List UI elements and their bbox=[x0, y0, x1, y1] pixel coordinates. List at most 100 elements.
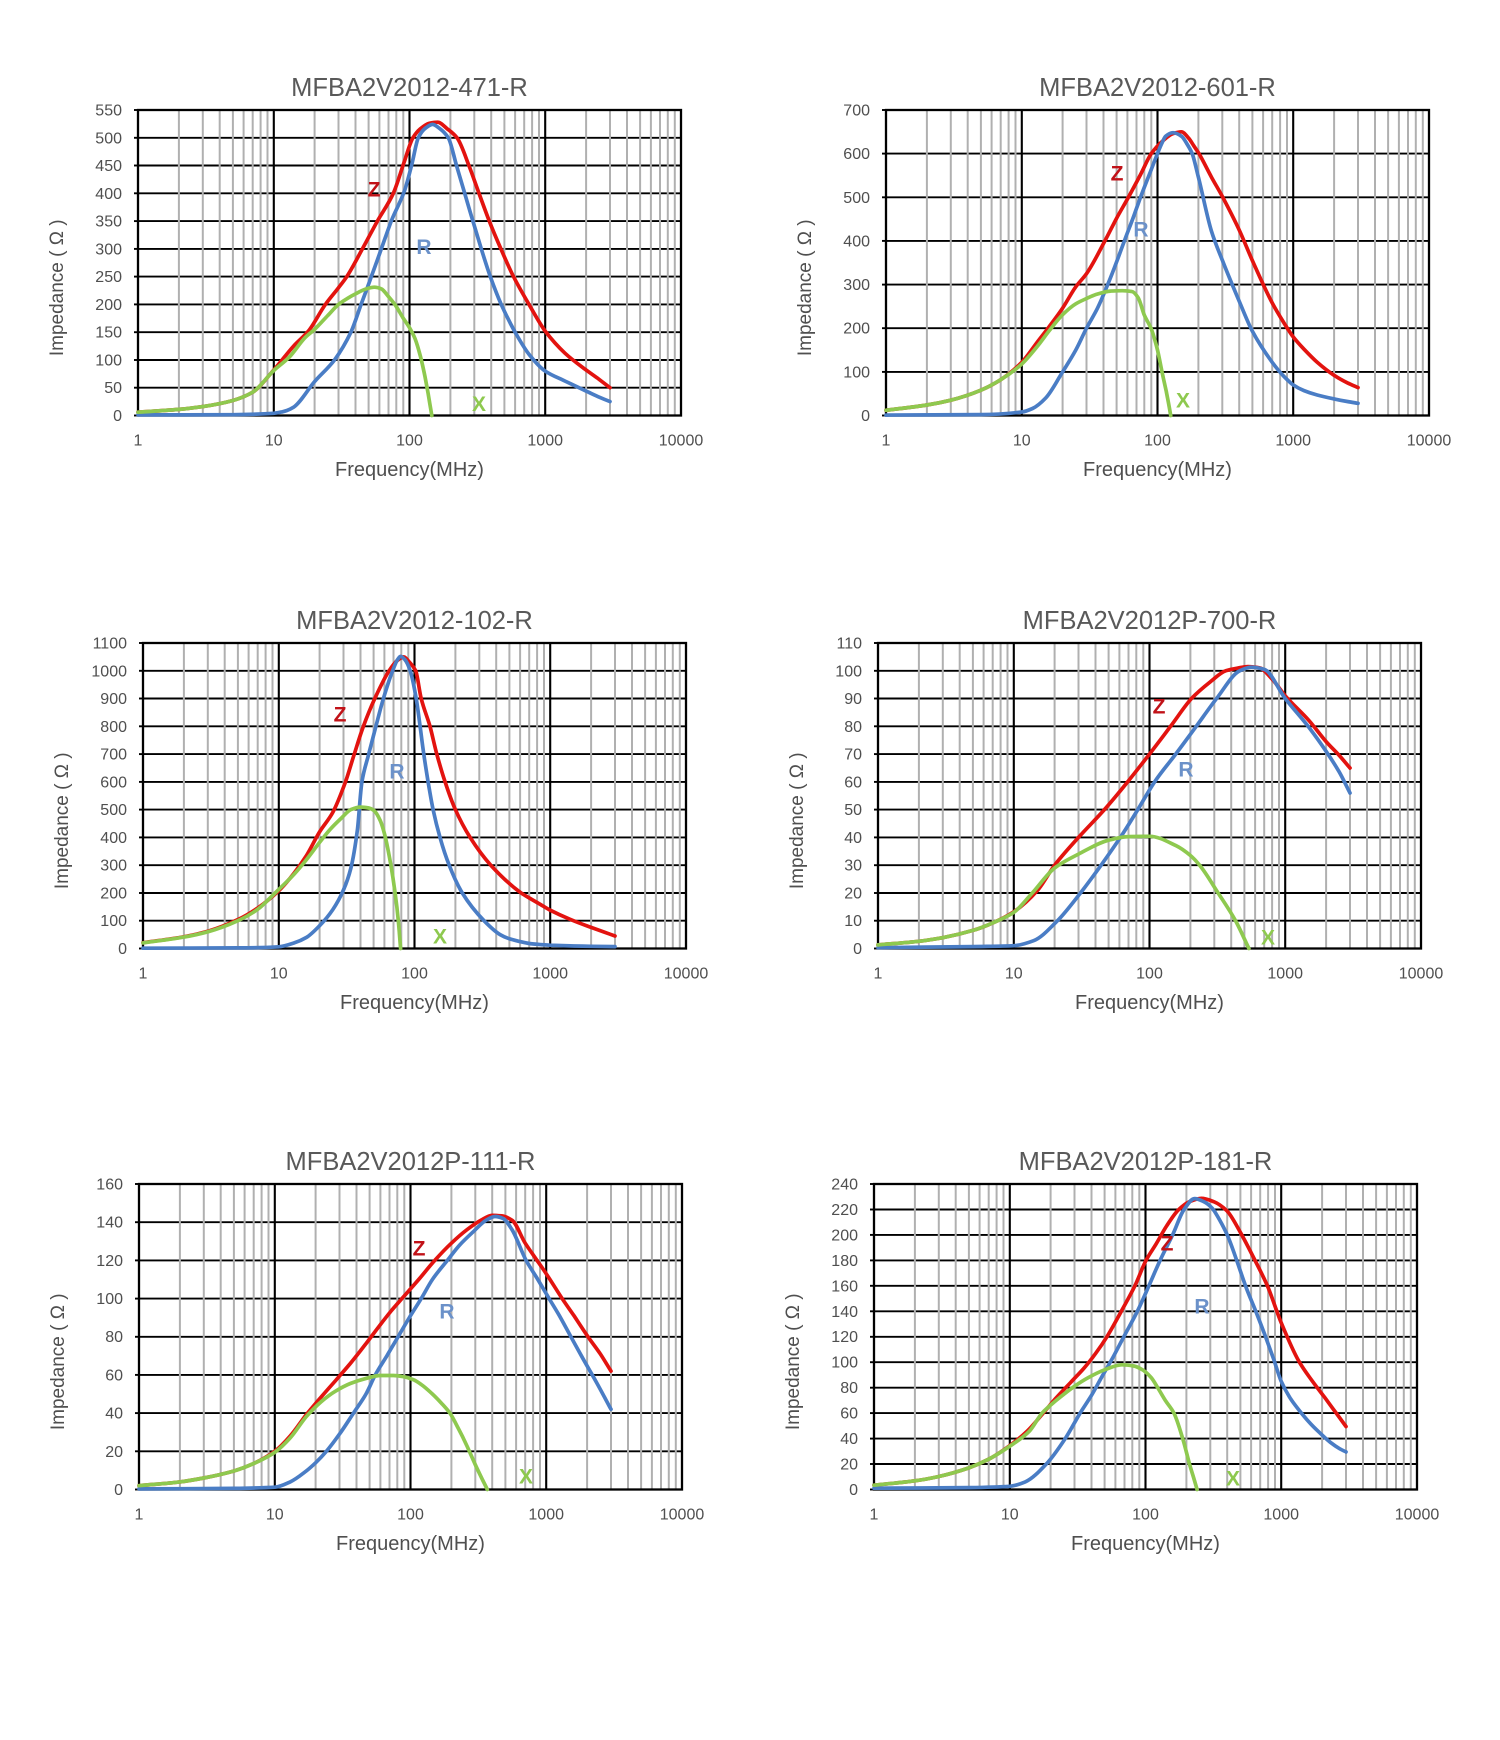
svg-text:110: 110 bbox=[836, 636, 862, 653]
svg-text:500: 500 bbox=[100, 802, 127, 819]
svg-text:80: 80 bbox=[105, 1329, 123, 1346]
svg-text:R: R bbox=[389, 761, 404, 784]
svg-text:40: 40 bbox=[105, 1406, 123, 1423]
svg-text:100: 100 bbox=[397, 1507, 424, 1524]
svg-text:100: 100 bbox=[831, 1355, 858, 1372]
svg-text:100: 100 bbox=[1132, 1507, 1159, 1524]
svg-text:Impedance ( Ω ): Impedance ( Ω ) bbox=[47, 219, 68, 356]
svg-text:Z: Z bbox=[368, 179, 381, 202]
svg-text:R: R bbox=[439, 1301, 454, 1324]
svg-text:MFBA2V2012-102-R: MFBA2V2012-102-R bbox=[296, 607, 533, 635]
svg-text:0: 0 bbox=[113, 408, 122, 425]
svg-text:R: R bbox=[1178, 759, 1193, 782]
svg-text:60: 60 bbox=[840, 1406, 858, 1423]
svg-text:50: 50 bbox=[844, 802, 862, 819]
svg-text:10: 10 bbox=[266, 1507, 284, 1524]
svg-text:400: 400 bbox=[843, 233, 870, 250]
svg-text:1000: 1000 bbox=[527, 433, 563, 450]
svg-text:1000: 1000 bbox=[532, 966, 568, 983]
svg-text:0: 0 bbox=[114, 1482, 123, 1499]
svg-text:Z: Z bbox=[1111, 163, 1124, 186]
svg-text:40: 40 bbox=[840, 1431, 858, 1448]
svg-text:Frequency(MHz): Frequency(MHz) bbox=[335, 459, 484, 481]
svg-text:MFBA2V2012-601-R: MFBA2V2012-601-R bbox=[1039, 74, 1276, 102]
svg-text:1: 1 bbox=[135, 1507, 144, 1524]
svg-text:80: 80 bbox=[844, 719, 862, 736]
svg-text:200: 200 bbox=[95, 297, 122, 314]
svg-text:60: 60 bbox=[105, 1367, 123, 1384]
svg-text:140: 140 bbox=[831, 1304, 858, 1321]
svg-text:700: 700 bbox=[100, 747, 127, 764]
svg-text:MFBA2V2012P-181-R: MFBA2V2012P-181-R bbox=[1019, 1148, 1273, 1176]
svg-text:Impedance ( Ω ): Impedance ( Ω ) bbox=[795, 219, 816, 356]
svg-text:100: 100 bbox=[1144, 433, 1171, 450]
svg-text:X: X bbox=[1261, 927, 1275, 950]
svg-text:1000: 1000 bbox=[1267, 966, 1303, 983]
svg-text:1: 1 bbox=[139, 966, 148, 983]
svg-text:200: 200 bbox=[831, 1227, 858, 1244]
svg-text:10000: 10000 bbox=[1395, 1507, 1440, 1524]
svg-text:70: 70 bbox=[844, 747, 862, 764]
svg-text:20: 20 bbox=[105, 1444, 123, 1461]
svg-text:X: X bbox=[1226, 1468, 1240, 1491]
svg-text:500: 500 bbox=[843, 190, 870, 207]
svg-text:1: 1 bbox=[874, 966, 883, 983]
svg-text:10: 10 bbox=[1005, 966, 1023, 983]
svg-text:140: 140 bbox=[96, 1215, 123, 1232]
svg-text:1000: 1000 bbox=[91, 663, 127, 680]
svg-text:50: 50 bbox=[104, 380, 122, 397]
svg-text:100: 100 bbox=[96, 1291, 123, 1308]
svg-text:MFBA2V2012P-700-R: MFBA2V2012P-700-R bbox=[1023, 607, 1277, 635]
svg-text:Z: Z bbox=[1153, 696, 1166, 719]
svg-text:10000: 10000 bbox=[1407, 433, 1452, 450]
svg-text:10: 10 bbox=[265, 433, 283, 450]
svg-text:10: 10 bbox=[844, 913, 862, 930]
svg-text:150: 150 bbox=[95, 325, 122, 342]
svg-text:300: 300 bbox=[95, 241, 122, 258]
svg-text:700: 700 bbox=[843, 103, 870, 120]
svg-text:1: 1 bbox=[134, 433, 143, 450]
svg-text:200: 200 bbox=[100, 886, 127, 903]
svg-text:0: 0 bbox=[853, 941, 862, 958]
svg-text:400: 400 bbox=[95, 186, 122, 203]
svg-text:0: 0 bbox=[118, 941, 127, 958]
svg-text:1000: 1000 bbox=[1263, 1507, 1299, 1524]
svg-text:Z: Z bbox=[413, 1238, 426, 1261]
svg-text:10000: 10000 bbox=[1399, 966, 1444, 983]
svg-text:MFBA2V2012-471-R: MFBA2V2012-471-R bbox=[291, 74, 528, 102]
svg-text:300: 300 bbox=[100, 858, 127, 875]
svg-text:Frequency(MHz): Frequency(MHz) bbox=[1075, 992, 1224, 1014]
svg-text:10000: 10000 bbox=[659, 433, 704, 450]
svg-text:1: 1 bbox=[882, 433, 891, 450]
svg-text:0: 0 bbox=[849, 1482, 858, 1499]
svg-text:100: 100 bbox=[100, 913, 127, 930]
svg-text:300: 300 bbox=[843, 277, 870, 294]
svg-text:1000: 1000 bbox=[1275, 433, 1311, 450]
svg-text:100: 100 bbox=[95, 353, 122, 370]
svg-text:Frequency(MHz): Frequency(MHz) bbox=[340, 992, 489, 1014]
svg-text:X: X bbox=[472, 393, 486, 416]
svg-text:600: 600 bbox=[100, 774, 127, 791]
svg-text:Frequency(MHz): Frequency(MHz) bbox=[336, 1533, 485, 1555]
svg-text:160: 160 bbox=[96, 1177, 123, 1194]
svg-text:600: 600 bbox=[843, 146, 870, 163]
svg-text:250: 250 bbox=[95, 269, 122, 286]
svg-text:Z: Z bbox=[1161, 1233, 1174, 1256]
svg-text:X: X bbox=[433, 926, 447, 949]
svg-text:220: 220 bbox=[831, 1202, 858, 1219]
svg-text:100: 100 bbox=[401, 966, 428, 983]
svg-text:Impedance ( Ω ): Impedance ( Ω ) bbox=[783, 1293, 804, 1430]
svg-text:R: R bbox=[1194, 1296, 1209, 1319]
svg-text:Z: Z bbox=[334, 704, 347, 727]
svg-text:10000: 10000 bbox=[660, 1507, 705, 1524]
svg-text:1: 1 bbox=[870, 1507, 879, 1524]
svg-text:Impedance ( Ω ): Impedance ( Ω ) bbox=[48, 1293, 69, 1430]
svg-text:R: R bbox=[416, 236, 431, 259]
svg-text:240: 240 bbox=[831, 1177, 858, 1194]
svg-text:10000: 10000 bbox=[664, 966, 709, 983]
svg-text:40: 40 bbox=[844, 830, 862, 847]
svg-text:900: 900 bbox=[100, 691, 127, 708]
svg-text:800: 800 bbox=[100, 719, 127, 736]
svg-text:120: 120 bbox=[831, 1329, 858, 1346]
svg-text:80: 80 bbox=[840, 1380, 858, 1397]
